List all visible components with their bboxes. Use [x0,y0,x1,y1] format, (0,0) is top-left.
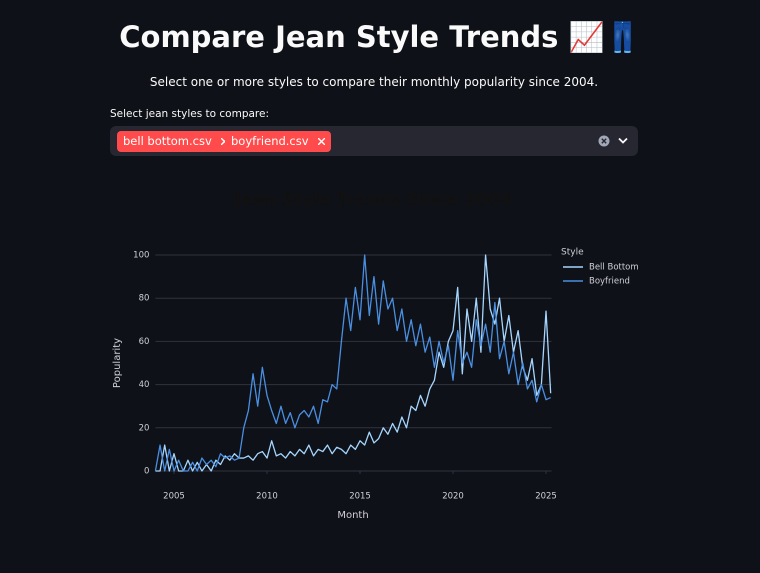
subtitle: Select one or more styles to compare the… [149,75,599,89]
x-axis-label: Month [337,510,368,521]
chart-title: Jean Style Trends Since 2004 [233,190,511,210]
multiselect[interactable]: bell bottom.csv boyfriend.csv [110,126,638,156]
chip-text: boyfriend.csv [231,134,309,148]
y-tick-label: 40 [139,380,150,390]
x-tick-label: 2020 [442,492,464,502]
clear-button[interactable] [598,135,610,147]
y-tick-label: 20 [139,423,150,433]
legend-title: Style [561,248,584,258]
line-series [154,254,551,472]
select-label: Select jean styles to compare: [110,108,270,120]
y-axis-label: Popularity [112,338,123,388]
y-tick-label: 100 [133,251,149,261]
page-title: Compare Jean Style Trends 📈👖 [119,20,641,54]
chip-text: bell bottom.csv [123,134,212,148]
y-tick-label: 60 [139,337,150,347]
x-tick-label: 2010 [256,492,278,502]
line-series [155,254,552,472]
legend-label: Bell Bottom [589,263,639,273]
chip: bell bottom.csv [117,131,234,152]
y-tick-label: 0 [144,467,149,477]
x-tick-label: 2005 [163,492,185,502]
legend-label: Boyfriend [589,277,630,287]
dropdown-toggle[interactable] [617,137,629,145]
chip: boyfriend.csv [225,131,331,152]
chip-remove[interactable] [317,138,325,145]
x-tick-label: 2015 [349,492,371,502]
x-tick-label: 2025 [535,492,557,502]
y-tick-label: 80 [139,294,150,304]
